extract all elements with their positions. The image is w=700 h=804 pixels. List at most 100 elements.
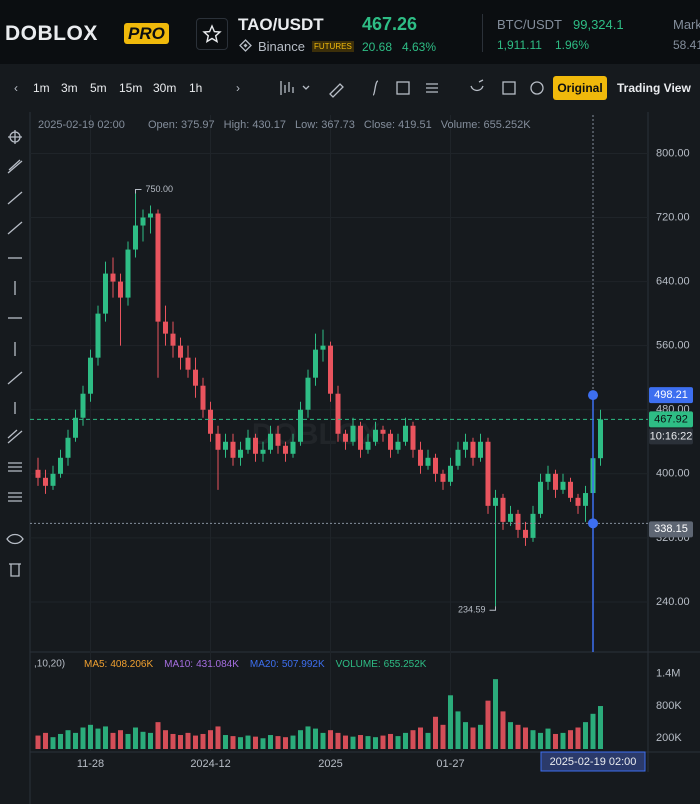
y-tick-label: 640.00 <box>656 275 690 287</box>
candle-body <box>193 369 198 386</box>
candle-body <box>290 441 296 454</box>
candle <box>223 433 228 458</box>
candle-body <box>103 273 108 314</box>
indicator-icon[interactable] <box>372 80 379 96</box>
candle-body <box>200 385 206 410</box>
info-value: 419.51 <box>398 119 432 131</box>
symbol[interactable]: TAO/USDT <box>238 15 324 34</box>
alert-icon[interactable] <box>470 79 484 92</box>
volume-bar <box>268 735 273 749</box>
candle <box>380 425 386 442</box>
info-label: Volume: <box>441 119 481 131</box>
ma-params: ,10,20) <box>34 659 65 670</box>
interval[interactable]: 30m <box>153 81 177 95</box>
delete-tool[interactable] <box>9 563 21 577</box>
candle <box>320 329 326 362</box>
last-price: 467.26 <box>362 14 418 34</box>
original-button[interactable]: Original <box>553 76 607 100</box>
candle <box>290 433 296 458</box>
candle-body <box>223 441 228 450</box>
ticker-change: 1,911.11 <box>497 38 542 52</box>
ma-name: VOLUME: <box>336 659 381 670</box>
fib-tool[interactable] <box>8 462 22 472</box>
ticker-symbol[interactable]: Mark <box>673 17 700 32</box>
candle <box>215 425 221 490</box>
trend-tool[interactable] <box>7 159 23 174</box>
candle <box>553 469 558 498</box>
volume-bar <box>298 730 303 749</box>
candle <box>470 437 476 466</box>
arrow-tool[interactable] <box>7 371 23 385</box>
volume-bar <box>575 727 581 749</box>
max-label: 750.00 <box>146 184 174 194</box>
candle <box>448 457 453 486</box>
hide-tool[interactable] <box>6 533 24 545</box>
candle-body <box>388 433 393 450</box>
price-change-pct: 4.63% <box>402 40 437 54</box>
candle-body <box>275 433 281 446</box>
dropdown-icon[interactable] <box>302 85 310 90</box>
candle <box>388 429 393 458</box>
interval[interactable]: 3m <box>61 81 78 95</box>
candle <box>403 417 408 446</box>
last-price-tag-box <box>649 411 693 428</box>
candle-body <box>95 313 101 358</box>
candle <box>95 305 101 366</box>
scroll-right[interactable]: › <box>236 81 240 95</box>
min-marker <box>489 606 496 611</box>
candle <box>583 485 588 522</box>
candle-body <box>358 425 363 450</box>
volume-bar <box>493 679 498 749</box>
logo: DOBLOX <box>5 22 98 45</box>
ma-legend-item: MA20: 507.992K <box>250 659 325 670</box>
interval[interactable]: 1m <box>33 81 50 95</box>
candle-body <box>545 473 551 482</box>
volume-bar <box>283 737 288 749</box>
favorite-button[interactable] <box>196 18 228 50</box>
interval[interactable]: 5m <box>90 81 107 95</box>
candle-body <box>65 437 71 458</box>
volume-bar <box>485 700 491 749</box>
candle <box>155 209 161 378</box>
volume-bar <box>193 735 198 749</box>
candle-body <box>125 249 131 298</box>
scroll-left[interactable]: ‹ <box>14 81 18 95</box>
settings-icon[interactable] <box>426 83 438 93</box>
screenshot-icon[interactable] <box>396 81 410 95</box>
crosshair-tool[interactable] <box>8 130 22 144</box>
ray-tool[interactable] <box>7 191 23 205</box>
candle-body <box>395 441 401 450</box>
candle <box>515 509 521 538</box>
ruler-icon[interactable] <box>329 83 344 98</box>
candle <box>200 377 206 418</box>
volume-bar <box>43 732 48 749</box>
line-tool[interactable] <box>7 221 23 235</box>
candle-body <box>530 513 536 538</box>
calendar-icon[interactable] <box>502 81 516 95</box>
interval[interactable]: 1h <box>189 81 203 95</box>
info-item: Open: 375.97 <box>148 119 215 131</box>
gear-icon[interactable] <box>530 81 544 95</box>
volume-tick-label: 800K <box>656 700 682 712</box>
interval[interactable]: 15m <box>119 81 143 95</box>
channel-tool[interactable] <box>7 429 23 444</box>
gann-tool[interactable] <box>8 492 22 502</box>
volume-bar <box>560 732 566 749</box>
futures-badge: FUTURES <box>312 41 354 52</box>
exchange: Binance <box>258 39 305 54</box>
candle-body <box>305 377 311 410</box>
candle-body <box>245 437 251 450</box>
volume-bar <box>133 727 138 749</box>
trading-view-button[interactable]: Trading View <box>617 81 691 95</box>
candle <box>508 505 513 526</box>
chart: DOBLOX 240.00320.00400.00480.00560.00640… <box>0 112 700 804</box>
candle-body <box>350 425 356 442</box>
volume-bar <box>88 724 93 749</box>
candle <box>253 433 258 462</box>
chart-type-icon[interactable] <box>280 81 294 95</box>
candle <box>433 453 438 482</box>
volume-bar <box>65 730 71 749</box>
ticker-symbol[interactable]: BTC/USDT <box>497 17 562 32</box>
candle-body <box>448 465 453 482</box>
candle <box>283 441 288 462</box>
